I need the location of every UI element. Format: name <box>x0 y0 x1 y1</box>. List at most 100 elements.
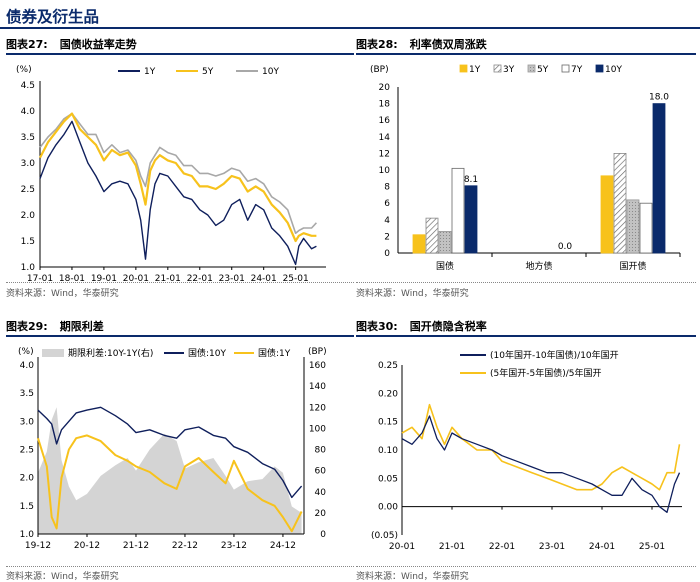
y-unit-label-right: (BP) <box>308 347 327 357</box>
panel-rule <box>356 335 696 337</box>
y-tick-label: 2.0 <box>21 211 36 221</box>
legend-label: 5Y <box>537 65 549 75</box>
bar-7Y <box>639 202 653 254</box>
title-rule <box>0 27 700 29</box>
y-tick-label: 0 <box>384 249 390 259</box>
y-tick-label-left: 1.0 <box>20 530 35 540</box>
x-tick-label: 23-01 <box>219 274 245 284</box>
panel-heading: 国债收益率走势 <box>59 38 137 51</box>
legend-label: 7Y <box>571 65 583 75</box>
y-unit-label: (BP) <box>370 65 389 75</box>
legend-label: (5年国开-5年国债)/5年国开 <box>490 367 601 379</box>
legend-label: 3Y <box>503 65 515 75</box>
chart27-svg: (%) 1.0 1.5 2.0 2.5 3.0 3.5 4.0 4.5 17-01 18-01 19-… <box>16 65 326 284</box>
panel-chart28: 图表28: 利率债双周涨跌 (BP) 0 2 4 6 8 10 12 14 16 18 20 国债 8.1 地… <box>356 36 696 299</box>
y-tick-label-left: 2.0 <box>20 474 35 484</box>
bar-3Y <box>613 153 627 254</box>
legend-label: 5Y <box>202 67 214 77</box>
chart30-svg: (0.05) 0.00 0.05 0.10 0.15 0.20 0.25 20-01 21-01… <box>371 349 682 552</box>
series-line-国债:1Y <box>37 434 303 533</box>
y-tick-label: 12 <box>379 149 390 159</box>
legend-swatch <box>595 64 604 73</box>
x-tick-label: 24-01 <box>251 274 277 284</box>
y-tick-label: 1.5 <box>21 237 35 247</box>
source-rule <box>6 566 354 567</box>
legend-label: 10Y <box>262 67 279 77</box>
panel-title: 图表29: 期限利差 <box>6 318 104 334</box>
y-tick-label-left: 1.5 <box>20 502 34 512</box>
y-tick-label: 20 <box>379 83 391 93</box>
x-tick-label: 21-01 <box>155 274 181 284</box>
y-unit-label: (%) <box>16 65 32 75</box>
y-tick-label-right: 0 <box>320 530 326 540</box>
y-tick-label: 3.0 <box>21 159 36 169</box>
series-line-5Y <box>39 112 317 243</box>
legend-label: (10年国开-10年国债)/10年国开 <box>490 349 619 361</box>
y-tick-label-right: 100 <box>309 424 326 434</box>
panel-title: 图表28: 利率债双周涨跌 <box>356 36 487 52</box>
y-tick-label-right: 80 <box>315 446 327 456</box>
x-tick-label: 19-01 <box>91 274 117 284</box>
source-rule <box>6 282 354 283</box>
y-tick-label-right: 20 <box>315 509 327 519</box>
legend-swatch <box>561 64 570 73</box>
x-tick-label: 国债 <box>436 260 454 272</box>
y-tick-label: 4.5 <box>21 81 35 91</box>
source-rule <box>356 566 696 567</box>
y-tick-label: (0.05) <box>371 531 398 541</box>
x-tick-label: 19-12 <box>25 541 51 551</box>
y-tick-label: 14 <box>379 133 391 143</box>
x-tick-label: 24-01 <box>589 542 615 552</box>
chart28-svg: (BP) 0 2 4 6 8 10 12 14 16 18 20 国债 8.1 地方债 0.0 国开债 18.0 1… <box>370 64 681 272</box>
legend-label: 10Y <box>605 65 622 75</box>
x-tick-label: 18-01 <box>59 274 85 284</box>
source-note: 资料来源：Wind，华泰研究 <box>356 289 469 299</box>
y-tick-label-right: 40 <box>315 488 327 498</box>
source-note: 资料来源：Wind，华泰研究 <box>6 572 119 582</box>
bar-3Y <box>425 217 439 254</box>
series-line-10Y <box>39 112 317 234</box>
y-tick-label: 0.20 <box>378 389 398 399</box>
x-tick-label: 25-01 <box>283 274 309 284</box>
x-tick-label: 17-01 <box>27 274 53 284</box>
bar-1Y <box>600 175 614 254</box>
x-tick-label: 22-01 <box>489 542 515 552</box>
bar-5Y <box>438 231 452 254</box>
source-note: 资料来源：Wind，华泰研究 <box>6 289 119 299</box>
y-tick-label: 16 <box>379 116 391 126</box>
series-line-国债:10Y <box>37 406 303 499</box>
series-line-1Y <box>39 120 317 266</box>
x-tick-label: 22-01 <box>187 274 213 284</box>
y-tick-label: 4.0 <box>21 107 36 117</box>
data-label: 8.1 <box>464 175 478 185</box>
x-tick-label: 22-12 <box>172 541 198 551</box>
panel-label: 图表29: <box>6 320 48 333</box>
x-tick-label: 21-12 <box>123 541 149 551</box>
y-tick-label: 10 <box>379 166 391 176</box>
x-tick-label: 23-01 <box>539 542 565 552</box>
y-tick-label: 4 <box>384 216 390 226</box>
series-line-(5年国开-5年国债)/5年国开 <box>401 403 681 491</box>
y-tick-label-right: 60 <box>315 467 327 477</box>
legend-label: 1Y <box>469 65 481 75</box>
x-tick-label: 20-12 <box>74 541 100 551</box>
panel-rule <box>6 53 354 55</box>
legend-swatch <box>493 64 502 73</box>
panel-heading: 国开债隐含税率 <box>409 320 487 333</box>
legend-label: 期限利差:10Y-1Y(右) <box>68 347 153 359</box>
page-title: 债券及衍生品 <box>6 8 100 26</box>
y-tick-label: 3.5 <box>21 133 35 143</box>
x-tick-label: 地方债 <box>525 260 552 272</box>
source-note: 资料来源：Wind，华泰研究 <box>356 572 469 582</box>
y-tick-label: 1.0 <box>21 263 36 273</box>
panel-chart30: 图表30: 国开债隐含税率 (0.05) 0.00 0.05 0.10 0.15 0.20 0… <box>356 318 696 582</box>
y-tick-label-right: 120 <box>309 403 326 413</box>
chart29-svg: (%) (BP) 1.0 1.5 2.0 2.5 3.0 3.5 4.0 0 20 40 60 80 100… <box>18 347 327 551</box>
series-area-spread <box>38 407 302 534</box>
y-tick-label: 8 <box>384 183 390 193</box>
panel-chart27: 图表27: 国债收益率走势 (%) 1.0 1.5 2.0 2.5 3.0 3.5 4.0 4.5… <box>6 36 354 299</box>
source-rule <box>356 282 696 283</box>
y-tick-label-left: 3.5 <box>20 389 34 399</box>
legend-label: 国债:1Y <box>258 347 291 359</box>
legend-swatch <box>42 349 64 357</box>
